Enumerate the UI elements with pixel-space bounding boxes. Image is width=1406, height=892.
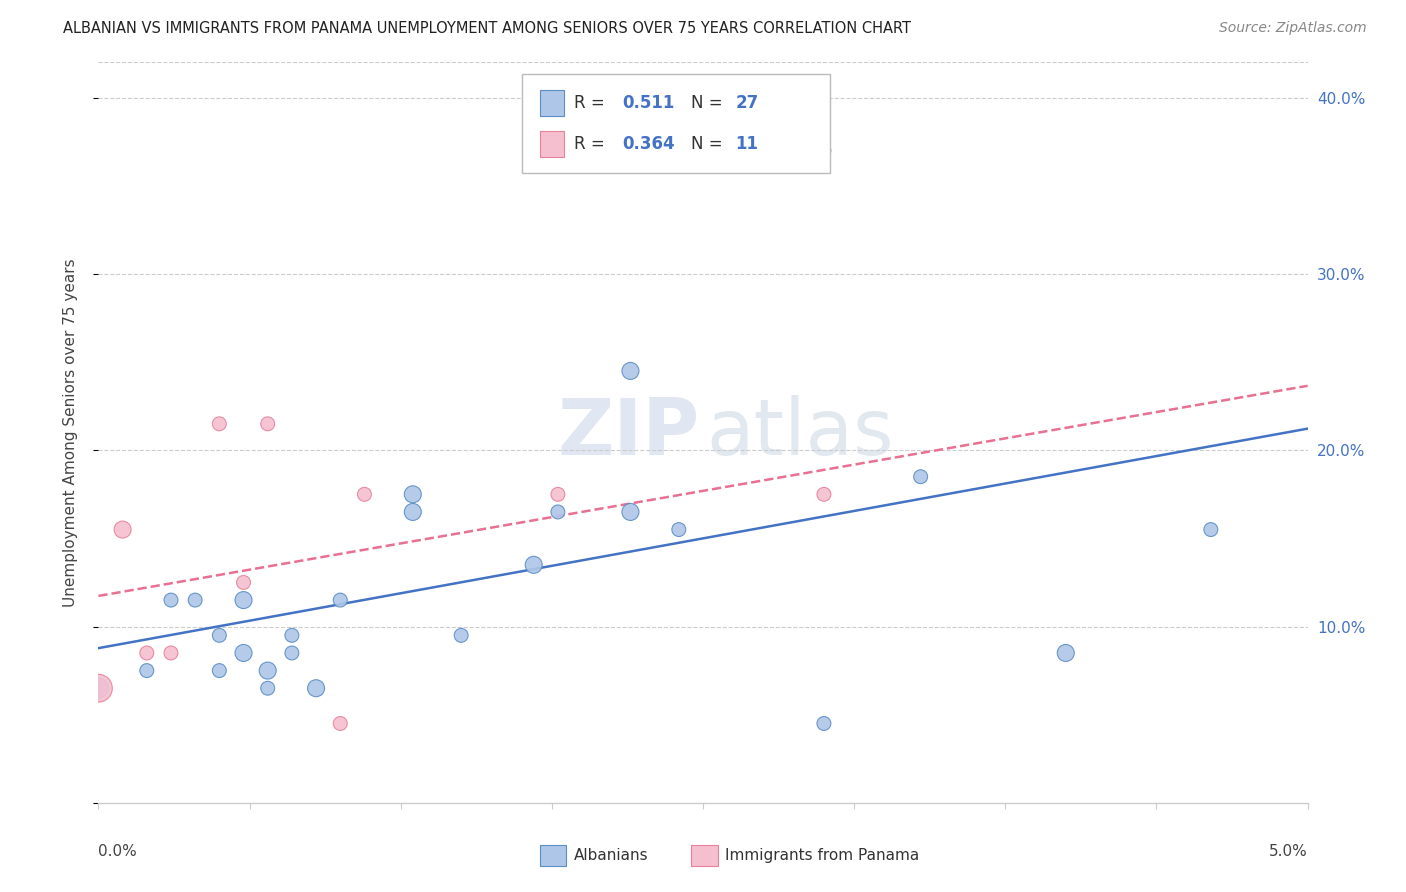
Point — [353, 487, 375, 501]
Y-axis label: Unemployment Among Seniors over 75 years: Unemployment Among Seniors over 75 years — [63, 259, 77, 607]
Point — [402, 505, 425, 519]
Point — [232, 646, 254, 660]
Point — [1054, 646, 1077, 660]
Point — [910, 469, 932, 483]
Point — [619, 505, 641, 519]
Text: 11: 11 — [735, 135, 759, 153]
Point — [232, 575, 254, 590]
Point — [87, 681, 110, 696]
Point — [547, 487, 569, 501]
Text: N =: N = — [690, 95, 728, 112]
Text: R =: R = — [574, 135, 610, 153]
Text: Albanians: Albanians — [574, 848, 648, 863]
Point — [208, 664, 231, 678]
Point — [813, 716, 835, 731]
Point — [184, 593, 207, 607]
FancyBboxPatch shape — [540, 130, 564, 157]
Point — [281, 628, 304, 642]
Point — [256, 664, 278, 678]
Text: Source: ZipAtlas.com: Source: ZipAtlas.com — [1219, 21, 1367, 35]
Point — [329, 716, 352, 731]
Point — [87, 681, 110, 696]
Text: atlas: atlas — [707, 394, 894, 471]
Point — [547, 505, 569, 519]
Text: 27: 27 — [735, 95, 759, 112]
Point — [160, 593, 183, 607]
Point — [281, 646, 304, 660]
Point — [208, 628, 231, 642]
Point — [450, 628, 472, 642]
Point — [160, 646, 183, 660]
Text: Immigrants from Panama: Immigrants from Panama — [724, 848, 920, 863]
Text: 0.511: 0.511 — [621, 95, 675, 112]
FancyBboxPatch shape — [522, 73, 830, 173]
Point — [305, 681, 328, 696]
Text: R =: R = — [574, 95, 610, 112]
Point — [402, 487, 425, 501]
Text: 5.0%: 5.0% — [1268, 844, 1308, 858]
Point — [813, 487, 835, 501]
Point — [135, 646, 157, 660]
FancyBboxPatch shape — [540, 845, 567, 866]
Point — [232, 593, 254, 607]
Text: 0.364: 0.364 — [621, 135, 675, 153]
Point — [523, 558, 546, 572]
FancyBboxPatch shape — [540, 90, 564, 117]
Point — [256, 417, 278, 431]
Text: N =: N = — [690, 135, 728, 153]
Point — [256, 681, 278, 696]
Point — [1199, 523, 1222, 537]
Point — [208, 417, 231, 431]
Point — [111, 523, 134, 537]
Text: ZIP: ZIP — [557, 394, 699, 471]
Text: ALBANIAN VS IMMIGRANTS FROM PANAMA UNEMPLOYMENT AMONG SENIORS OVER 75 YEARS CORR: ALBANIAN VS IMMIGRANTS FROM PANAMA UNEMP… — [63, 21, 911, 36]
FancyBboxPatch shape — [690, 845, 717, 866]
Text: 0.0%: 0.0% — [98, 844, 138, 858]
Point — [668, 523, 690, 537]
Point — [329, 593, 352, 607]
Point — [135, 664, 157, 678]
Point — [619, 364, 641, 378]
Point — [813, 144, 835, 158]
